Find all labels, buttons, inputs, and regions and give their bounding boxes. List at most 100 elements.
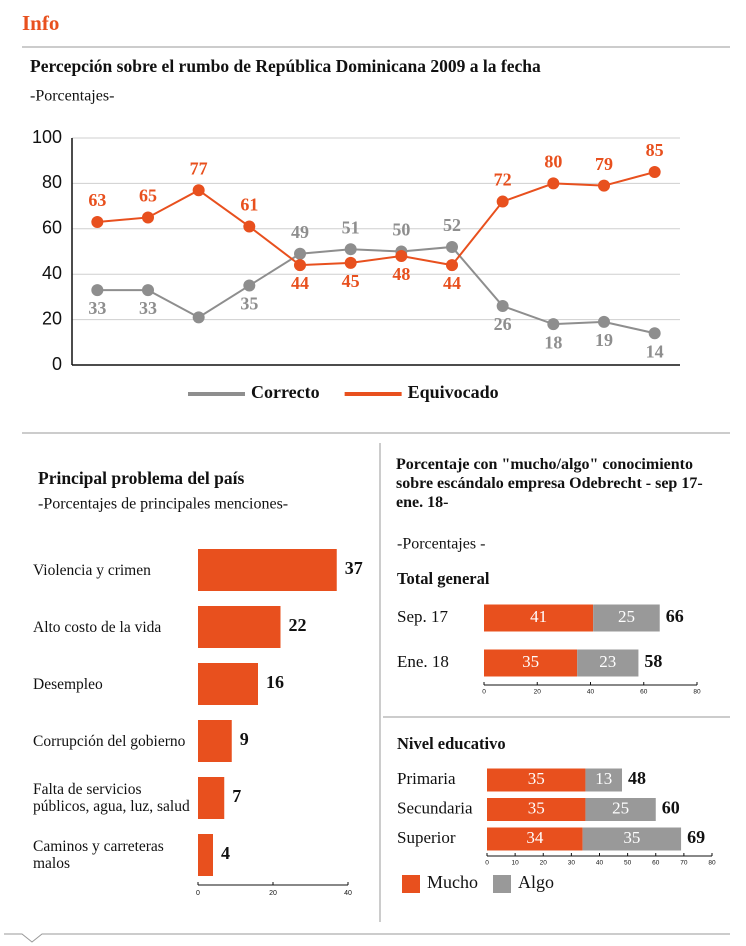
legend-swatch <box>493 875 511 893</box>
chart-title: Principal problema del país <box>38 468 244 488</box>
x-tick-label: 70 <box>680 860 688 867</box>
total-label: 66 <box>666 606 684 626</box>
category-label: Desempleo <box>33 675 103 693</box>
data-label: 18 <box>544 332 562 352</box>
segment-label: 23 <box>599 652 616 671</box>
category-label-box: Alto costo de la vida <box>33 619 161 636</box>
data-point <box>294 259 306 272</box>
chart-subtitle: -Porcentajes- <box>30 88 114 105</box>
segment-label: 13 <box>595 769 612 788</box>
series-line <box>97 245 655 335</box>
bar <box>198 720 232 762</box>
legend-label: Correcto <box>251 382 320 402</box>
y-tick-label: 60 <box>42 218 62 238</box>
category-label: Caminos y carreteras malos <box>33 838 164 872</box>
data-point <box>496 195 509 208</box>
category-label: Sep. 17 <box>397 607 449 626</box>
segment-label: 35 <box>528 769 545 788</box>
section-title: Nivel educativo <box>397 734 506 753</box>
bar <box>198 606 281 648</box>
data-point <box>344 243 357 256</box>
data-point <box>91 215 104 228</box>
data-point <box>598 315 610 328</box>
bar-segment <box>487 827 583 851</box>
x-tick-label: 20 <box>534 689 542 696</box>
chart-title-box: Porcentaje con "mucho/algo" conocimiento… <box>396 456 703 511</box>
x-tick-label: 20 <box>269 890 277 897</box>
data-label: 26 <box>494 314 512 334</box>
bar-segment <box>484 604 594 632</box>
legend-swatch <box>402 875 420 893</box>
data-label: 19 <box>595 330 613 350</box>
data-label: 44 <box>443 273 461 293</box>
segment-label: 25 <box>618 607 635 626</box>
data-label: 14 <box>646 341 664 361</box>
category-label: Corrupción del gobierno <box>33 732 186 750</box>
y-tick-label: 20 <box>42 308 62 328</box>
data-point <box>446 240 458 253</box>
data-label: 79 <box>595 154 613 174</box>
legend-label: Equivocado <box>408 382 499 402</box>
x-tick-label: 0 <box>482 689 486 696</box>
chart-title: Porcentaje con "mucho/algo" conocimiento… <box>396 456 703 511</box>
bar <box>198 663 258 705</box>
segment-label: 35 <box>528 798 545 817</box>
bar-segment <box>487 768 586 792</box>
total-label: 58 <box>644 651 662 671</box>
data-point <box>243 220 256 233</box>
category-label-box: Caminos y carreteras malos <box>33 838 164 872</box>
bar-segment <box>487 798 586 821</box>
bar <box>198 777 225 819</box>
data-point <box>243 279 256 292</box>
data-point <box>192 311 205 324</box>
x-tick-label: 0 <box>196 890 200 897</box>
y-tick-label: 80 <box>42 172 62 192</box>
data-point <box>598 179 610 192</box>
section-title: Total general <box>397 569 490 588</box>
category-label: Violencia y crimen <box>33 561 151 579</box>
data-label: 72 <box>494 170 512 190</box>
category-label: Secundaria <box>397 798 473 817</box>
data-point <box>395 250 408 263</box>
data-label: 85 <box>646 140 664 160</box>
x-tick-label: 50 <box>624 860 632 867</box>
category-label: Primaria <box>397 769 456 788</box>
x-tick-label: 60 <box>640 689 648 696</box>
x-tick-label: 40 <box>344 890 352 897</box>
bar-segment <box>585 768 622 792</box>
legend-label: Mucho <box>427 872 478 892</box>
data-label: 22 <box>289 615 307 635</box>
chart-title: Percepción sobre el rumbo de República D… <box>30 56 541 76</box>
series-line <box>97 171 655 267</box>
x-tick-label: 80 <box>708 860 716 867</box>
chart-subtitle: -Porcentajes - <box>397 536 485 553</box>
data-label: 63 <box>88 190 106 210</box>
data-point <box>648 166 661 179</box>
data-point <box>547 318 560 331</box>
data-label: 16 <box>266 672 284 692</box>
data-label: 4 <box>221 843 230 863</box>
x-tick-label: 10 <box>512 860 520 867</box>
data-point <box>344 256 357 269</box>
bar <box>198 549 337 591</box>
bar-segment <box>484 649 578 677</box>
data-label: 37 <box>345 558 363 578</box>
y-tick-label: 0 <box>52 354 62 374</box>
bar-segment <box>582 827 682 851</box>
data-point <box>192 184 205 197</box>
category-label-box: Corrupción del gobierno <box>33 732 186 750</box>
header-title: Info <box>22 11 59 35</box>
footer-line <box>4 933 730 943</box>
x-tick-label: 20 <box>540 860 548 867</box>
bar-segment <box>585 798 656 821</box>
segment-label: 25 <box>612 798 629 817</box>
data-point <box>91 284 104 297</box>
data-point <box>648 327 661 340</box>
data-label: 45 <box>342 271 360 291</box>
bar <box>198 834 213 876</box>
data-label: 80 <box>544 152 562 172</box>
x-tick-label: 30 <box>568 860 576 867</box>
data-label: 51 <box>342 217 360 237</box>
segment-label: 34 <box>526 828 544 847</box>
